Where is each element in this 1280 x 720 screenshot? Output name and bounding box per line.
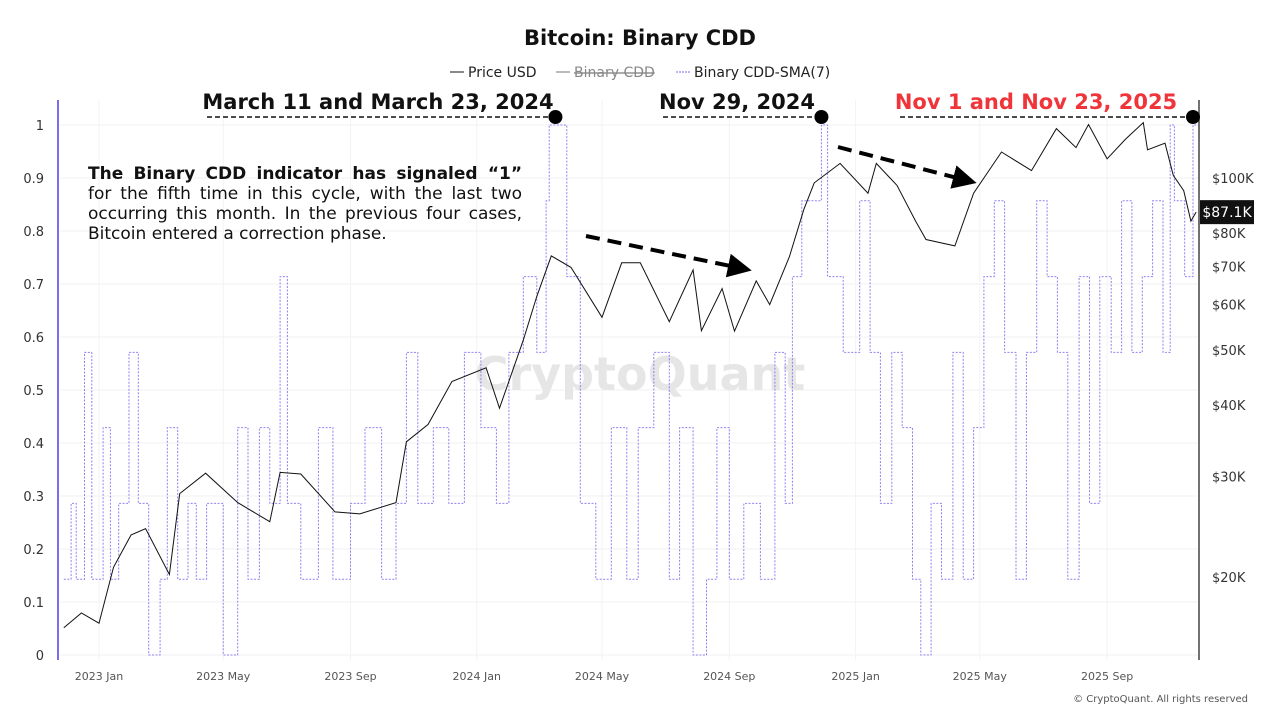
annotation-label: Nov 1 and Nov 23, 2025 [895, 90, 1177, 114]
x-tick-label: 2025 May [953, 670, 1008, 683]
x-tick-label: 2025 Sep [1081, 670, 1133, 683]
current-price-label: $87.1K [1202, 205, 1252, 221]
y-right-tick-label: $20K [1212, 571, 1246, 586]
watermark: CryptoQuant [475, 347, 806, 401]
y-right-tick-label: $60K [1212, 299, 1246, 314]
x-tick-label: 2025 Jan [831, 670, 879, 683]
y-right-tick-label: $40K [1212, 399, 1246, 414]
current-price-badge [1200, 200, 1254, 225]
x-tick-label: 2024 Sep [703, 670, 755, 683]
annotation-label: Nov 29, 2024 [659, 90, 815, 114]
series-price-usd [63, 121, 1197, 629]
y-left-tick-label: 0.1 [23, 596, 44, 611]
x-tick-label: 2024 Jan [453, 670, 501, 683]
y-right-tick-label: $100K [1212, 172, 1254, 187]
y-left-tick-label: 0.8 [23, 225, 44, 240]
series-binary-cdd-sma7 [63, 124, 1199, 656]
trend-arrow [837, 145, 977, 189]
y-left-tick-label: 0.4 [23, 437, 44, 452]
y-left-tick-label: 0.7 [23, 278, 44, 293]
y-right-tick-label: $50K [1212, 344, 1246, 359]
y-left-tick-label: 0 [36, 649, 44, 664]
annotation-label: March 11 and March 23, 2024 [202, 90, 553, 114]
y-left-tick-label: 0.9 [23, 172, 44, 187]
legend-item: Binary CDD [574, 65, 655, 81]
copyright: © CryptoQuant. All rights reserved [1073, 694, 1248, 705]
y-left-tick-label: 0.6 [23, 331, 44, 346]
chart-title: Bitcoin: Binary CDD [524, 26, 756, 50]
y-left-tick-label: 1 [36, 119, 44, 134]
note-rest: for the fifth time in this cycle, with t… [88, 184, 522, 244]
note-bold: The Binary CDD indicator has signaled “1… [88, 164, 522, 184]
y-left-tick-label: 0.2 [23, 543, 44, 558]
legend-item: Price USD [468, 65, 537, 81]
x-tick-label: 2024 May [575, 670, 630, 683]
annotation-marker [814, 110, 829, 124]
trend-arrow [585, 234, 752, 278]
x-tick-label: 2023 Sep [324, 670, 376, 683]
annotation-marker [548, 110, 563, 124]
y-right-tick-label: $70K [1212, 260, 1246, 275]
y-right-tick-label: $30K [1212, 470, 1246, 485]
x-tick-label: 2023 Jan [75, 670, 123, 683]
legend-item: Binary CDD-SMA(7) [694, 65, 830, 81]
annotation-note: The Binary CDD indicator has signaled “1… [88, 164, 522, 244]
y-left-tick-label: 0.3 [23, 490, 44, 505]
y-left-tick-label: 0.5 [23, 384, 44, 399]
annotation-marker [1185, 110, 1200, 124]
x-tick-label: 2023 May [196, 670, 251, 683]
y-right-tick-label: $80K [1212, 227, 1246, 242]
